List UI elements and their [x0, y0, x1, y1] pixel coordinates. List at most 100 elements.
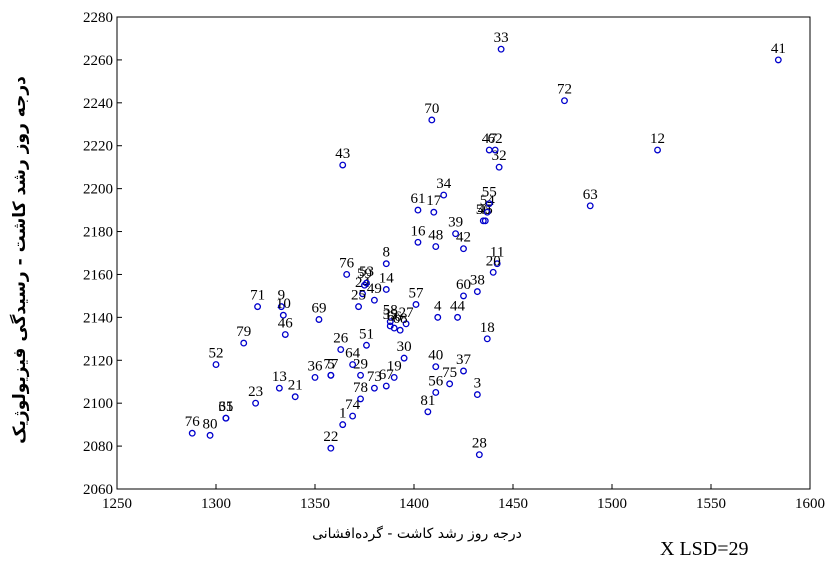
data-point	[435, 315, 441, 321]
data-point	[498, 46, 504, 52]
x-axis: 1250 1300 1350 1400 1450 1500 1550 1600	[102, 484, 825, 512]
x-tick-label: 1450	[498, 496, 528, 512]
data-point	[397, 327, 403, 333]
data-point	[401, 355, 407, 361]
data-point	[477, 452, 483, 458]
data-point	[338, 347, 344, 353]
plot-frame	[117, 17, 810, 489]
data-point	[372, 385, 378, 391]
point-label: 32	[492, 148, 507, 164]
point-label: 51	[359, 326, 374, 342]
data-point	[241, 340, 247, 346]
data-point	[340, 422, 346, 428]
y-tick-label: 2060	[83, 482, 113, 498]
point-label: 37	[456, 352, 472, 368]
x-tick-label: 1550	[696, 496, 726, 512]
point-label: 3	[474, 376, 482, 392]
y-tick-label: 2220	[83, 139, 113, 155]
x-tick-label: 1250	[102, 496, 132, 512]
x-tick-label: 1500	[597, 496, 627, 512]
point-label: 75	[442, 365, 457, 381]
data-point	[587, 203, 593, 209]
data-point	[441, 192, 447, 198]
point-label: 4	[434, 298, 442, 314]
point-label: 41	[771, 41, 786, 57]
data-point	[253, 400, 259, 406]
point-label: 79	[236, 324, 251, 340]
point-label: 39	[448, 215, 463, 231]
data-point	[461, 246, 467, 252]
y-axis: 2060 2080 2100 2120 2140 2160 2180 2200 2220 2240…	[83, 10, 122, 498]
point-label: 64	[345, 346, 361, 362]
point-label: 68	[393, 311, 408, 327]
point-label: 60	[456, 277, 471, 293]
data-point	[312, 375, 318, 381]
point-label: 28	[472, 436, 487, 452]
data-point	[292, 394, 298, 400]
data-point	[425, 409, 431, 415]
data-point	[372, 297, 378, 303]
point-label: 70	[424, 101, 439, 117]
y-tick-label: 2080	[83, 439, 113, 455]
point-label: 78	[353, 380, 368, 396]
y-tick-label: 2120	[83, 353, 113, 369]
point-label: 42	[456, 230, 471, 246]
data-point	[475, 289, 481, 295]
x-tick-label: 1350	[300, 496, 330, 512]
data-point	[431, 209, 437, 215]
point-label: 25	[351, 288, 366, 304]
data-point	[383, 287, 389, 293]
data-point	[340, 162, 346, 168]
y-tick-label: 2260	[83, 53, 113, 69]
data-point	[364, 342, 370, 348]
point-label: 43	[335, 146, 350, 162]
point-label: 18	[480, 320, 495, 336]
y-tick-label: 2200	[83, 182, 113, 198]
data-point	[344, 272, 350, 278]
y-axis-label-wrap: درجه روز رشد کاشت - رسیدگی فیزیولوژیک	[0, 60, 40, 460]
data-point	[484, 336, 490, 342]
data-point	[283, 332, 289, 338]
point-label: 22	[323, 429, 338, 445]
data-points: 1345891011121314161718192021222324252627…	[185, 30, 786, 457]
data-point	[383, 261, 389, 267]
point-label: 33	[494, 30, 509, 46]
point-label: 20	[486, 253, 501, 269]
point-label: 44	[450, 298, 466, 314]
data-point	[328, 445, 334, 451]
data-point	[277, 385, 283, 391]
point-label: 46	[278, 316, 294, 332]
data-point	[490, 270, 496, 276]
data-point	[213, 362, 219, 368]
point-label: 69	[311, 301, 326, 317]
data-point	[415, 207, 421, 213]
y-tick-label: 2240	[83, 96, 113, 112]
point-label: 8	[383, 245, 391, 261]
x-tick-label: 1400	[399, 496, 429, 512]
point-label: 59	[357, 266, 372, 282]
point-label: 71	[250, 288, 265, 304]
data-point	[447, 381, 453, 387]
point-label: 23	[248, 384, 263, 400]
point-label: 73	[367, 369, 382, 385]
data-point	[461, 368, 467, 374]
point-label: 26	[333, 331, 349, 347]
point-label: 63	[583, 187, 598, 203]
point-label: 55	[482, 185, 497, 201]
data-point	[415, 239, 421, 245]
point-label: 21	[288, 378, 303, 394]
point-label: 62	[488, 131, 503, 147]
data-point	[316, 317, 322, 323]
point-label: 38	[470, 273, 485, 289]
y-tick-label: 2100	[83, 396, 113, 412]
data-point	[328, 372, 334, 378]
point-label: 16	[410, 223, 426, 239]
data-point	[433, 364, 439, 370]
data-point	[207, 433, 213, 439]
point-label: 80	[203, 416, 218, 432]
data-point	[255, 304, 261, 310]
data-point	[562, 98, 568, 104]
point-label: 17	[426, 193, 442, 209]
point-label: 76	[339, 255, 355, 271]
y-tick-label: 2280	[83, 10, 113, 26]
